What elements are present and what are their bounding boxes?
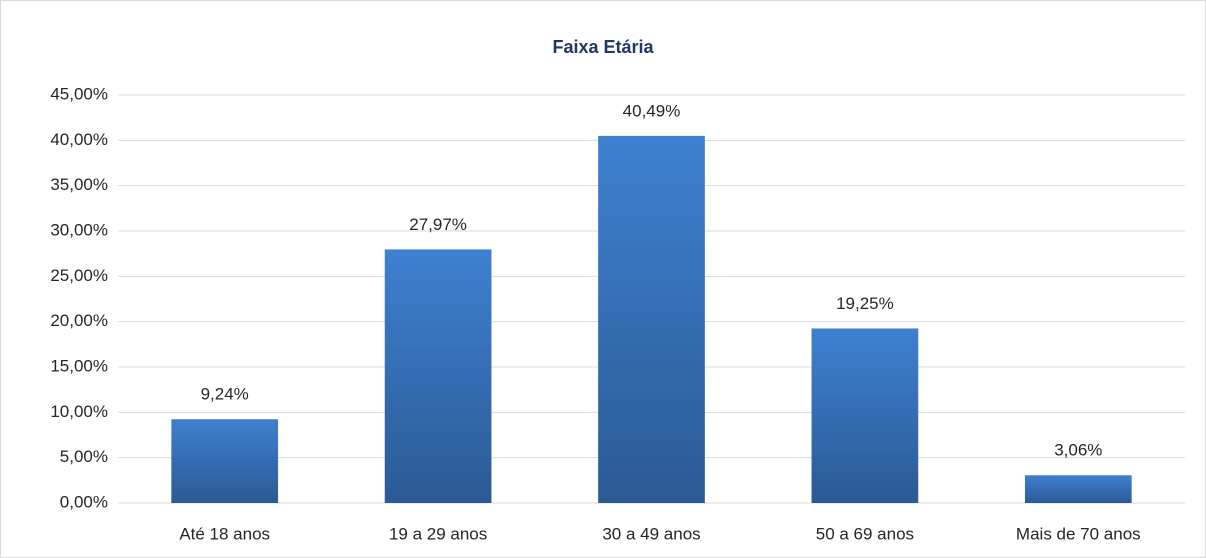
x-tick-label: 50 a 69 anos [816,524,914,543]
data-label: 40,49% [623,101,681,120]
y-tick-label: 40,00% [50,130,108,149]
data-label: 19,25% [836,294,894,313]
bar [1024,475,1132,503]
bar [598,135,705,503]
y-tick-label: 25,00% [50,266,108,285]
bar [811,328,919,503]
x-tick-label: 19 a 29 anos [389,524,487,543]
x-tick-label: Até 18 anos [179,524,270,543]
data-label: 9,24% [201,385,249,404]
data-label: 3,06% [1054,441,1102,460]
x-tick-label: Mais de 70 anos [1016,524,1141,543]
y-tick-label: 45,00% [50,84,108,103]
data-label: 27,97% [409,215,467,234]
bar [171,419,279,503]
x-tick-label: 30 a 49 anos [602,524,700,543]
chart-title: Faixa Etária [552,37,654,57]
y-tick-label: 20,00% [50,311,108,330]
y-tick-label: 5,00% [60,447,108,466]
y-tick-label: 35,00% [50,175,108,194]
y-tick-label: 30,00% [50,220,108,239]
y-tick-label: 0,00% [60,492,108,511]
y-tick-label: 15,00% [50,356,108,375]
bar [384,249,492,503]
y-tick-label: 10,00% [50,402,108,421]
